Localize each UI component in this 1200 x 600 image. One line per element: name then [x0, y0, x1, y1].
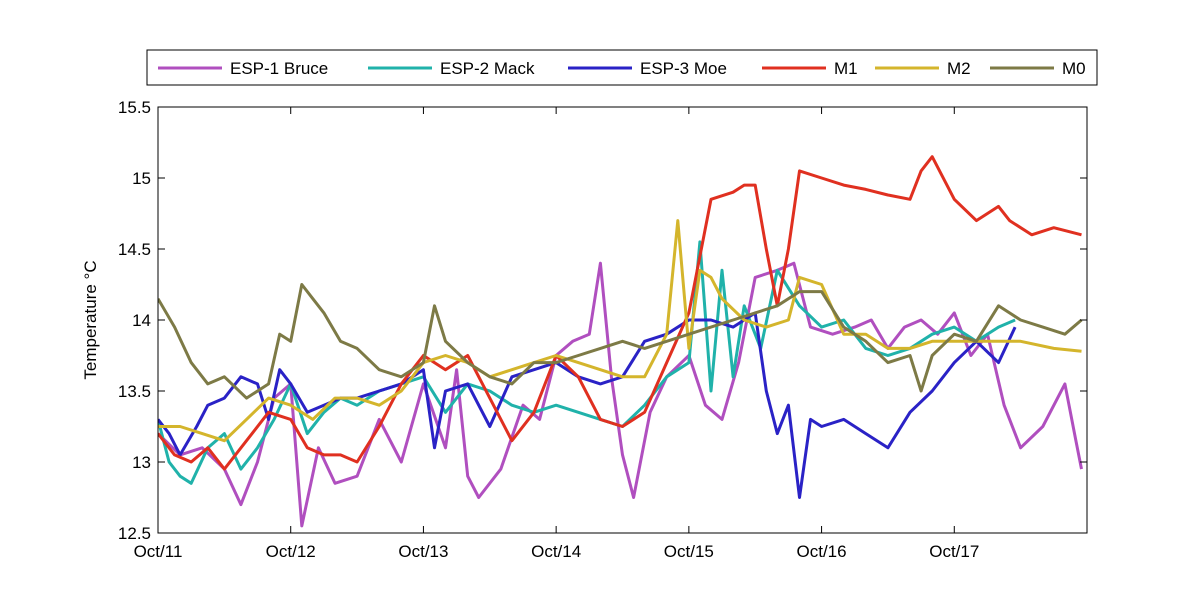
y-tick-label: 14: [132, 311, 151, 330]
legend-label-2: ESP-2 Mack: [440, 59, 535, 78]
legend-label-1: ESP-1 Bruce: [230, 59, 328, 78]
series-layer: [158, 155, 1083, 528]
y-tick-label: 15.5: [118, 98, 151, 117]
x-tick-label: Oct/15: [664, 542, 714, 561]
series-line-2: [158, 240, 1016, 485]
series-line-1: [158, 261, 1083, 528]
x-tick-label: Oct/17: [929, 542, 979, 561]
series-line-6: [158, 283, 1083, 400]
plot-area: [157, 106, 1088, 534]
y-tick-label: 12.5: [118, 524, 151, 543]
y-tick-label: 13: [132, 453, 151, 472]
series-line-4: [158, 155, 1082, 471]
x-tick-label: Oct/16: [797, 542, 847, 561]
x-axis: Oct/11 Oct/12 Oct/13 Oct/14 Oct/15 Oct/16 Oct/…: [134, 107, 979, 561]
x-tick-label: Oct/12: [266, 542, 316, 561]
legend-label-3: ESP-3 Moe: [640, 59, 727, 78]
legend: ESP-1 Bruce ESP-2 Mack ESP-3 Moe M1 M2 M0: [146, 49, 1098, 86]
y-tick-label: 14.5: [118, 240, 151, 259]
y-axis-label: Temperature °C: [81, 260, 100, 379]
x-tick-label: Oct/11: [134, 542, 183, 561]
legend-label-6: M0: [1062, 59, 1086, 78]
legend-label-4: M1: [834, 59, 858, 78]
legend-label-5: M2: [947, 59, 971, 78]
y-axis: 12.5 13 13.5 14 14.5 15 15.5: [118, 98, 1087, 543]
series-line-5: [158, 219, 1082, 443]
x-tick-label: Oct/14: [531, 542, 581, 561]
x-tick-label: Oct/13: [398, 542, 448, 561]
y-tick-label: 13.5: [118, 382, 151, 401]
y-tick-label: 15: [132, 169, 151, 188]
